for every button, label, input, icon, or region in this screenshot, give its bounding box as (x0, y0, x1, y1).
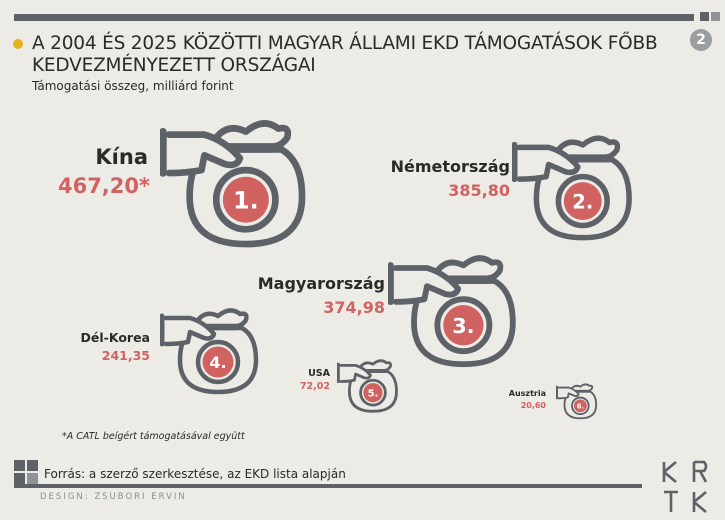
money-bag-icon: 1. (160, 108, 308, 250)
value-label: 467,20* (57, 174, 150, 198)
country-label: Dél-Korea (80, 330, 150, 345)
subtitle: Támogatási összeg, milliárd forint (32, 79, 234, 93)
corner-square (700, 12, 709, 21)
source-text: Forrás: a szerző szerkesztése, az EKD li… (44, 467, 346, 481)
value-label: 20,60 (520, 401, 546, 410)
rank-label: 2. (572, 190, 593, 213)
money-bag-icon: 3. (388, 244, 518, 370)
rank-label: 5. (368, 388, 379, 399)
country-label: Magyarország (257, 274, 385, 293)
page-title: A 2004 ÉS 2025 KÖZÖTTI MAGYAR ÁLLAMI EKD… (32, 33, 658, 76)
rank-label: 6. (577, 402, 584, 410)
value-label: 72,02 (299, 381, 330, 392)
country-label: Ausztria (508, 389, 546, 398)
value-label: 385,80 (448, 181, 510, 200)
footnote: *A CATL beígért támogatásával együtt (62, 431, 245, 442)
country-label: Németország (390, 157, 510, 176)
money-bag-icon: 2. (512, 125, 634, 243)
value-label: 374,98 (323, 298, 385, 317)
rank-label: 4. (209, 353, 226, 372)
corner-square (711, 12, 720, 21)
grid-icon (14, 460, 38, 484)
title-bullet (13, 39, 23, 49)
country-label: Kína (95, 145, 148, 169)
money-bag-icon: 6. (556, 383, 598, 420)
country-label: USA (308, 368, 330, 379)
money-bag-icon: 5. (337, 359, 399, 413)
page-number: 2 (690, 29, 712, 51)
krtk-logo (662, 460, 708, 513)
rank-label: 3. (452, 314, 474, 338)
bottom-rule (14, 484, 642, 488)
value-label: 241,35 (101, 348, 150, 363)
top-rule (14, 14, 694, 21)
design-credit: DESIGN: ZSUBORI ERVIN (40, 492, 187, 502)
money-bag-icon: 4. (160, 300, 260, 396)
rank-label: 1. (233, 187, 258, 215)
